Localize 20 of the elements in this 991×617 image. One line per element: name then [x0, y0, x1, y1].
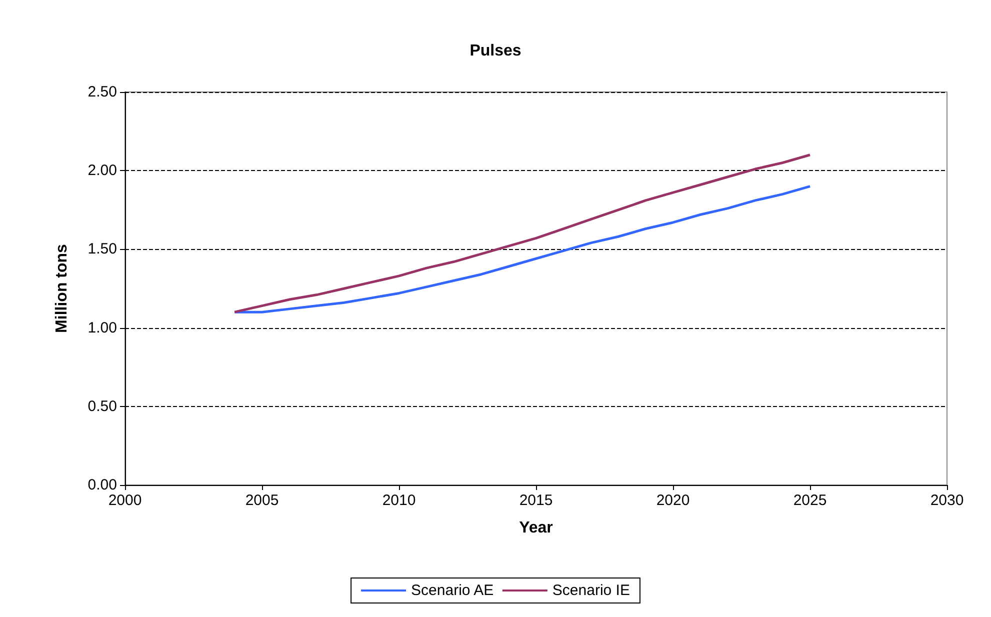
- x-axis-title: Year: [519, 520, 553, 536]
- x-tick-label: 2025: [793, 492, 827, 509]
- chart-title: Pulses: [470, 42, 522, 60]
- legend-label: Scenario IE: [552, 582, 630, 599]
- line-series: [233, 154, 812, 314]
- y-tick-label: 0.50: [88, 398, 117, 415]
- legend-label: Scenario AE: [411, 582, 494, 599]
- line-series: [233, 185, 812, 314]
- x-tick-label: 2030: [930, 492, 964, 509]
- x-tick-label: 2010: [382, 492, 416, 509]
- y-tick-label: 2.50: [88, 84, 117, 100]
- x-tick-label: 2020: [656, 492, 690, 509]
- y-tick-label: 2.00: [88, 162, 117, 180]
- y-tick-label: 0.00: [88, 476, 117, 494]
- x-tick-label: 2000: [108, 492, 142, 509]
- y-tick-label: 1.50: [88, 240, 117, 258]
- x-tick-label: 2005: [245, 492, 279, 509]
- y-tick-label: 1.00: [88, 319, 117, 336]
- x-tick-label: 2015: [519, 492, 553, 509]
- y-axis-title: Million tons: [54, 244, 70, 333]
